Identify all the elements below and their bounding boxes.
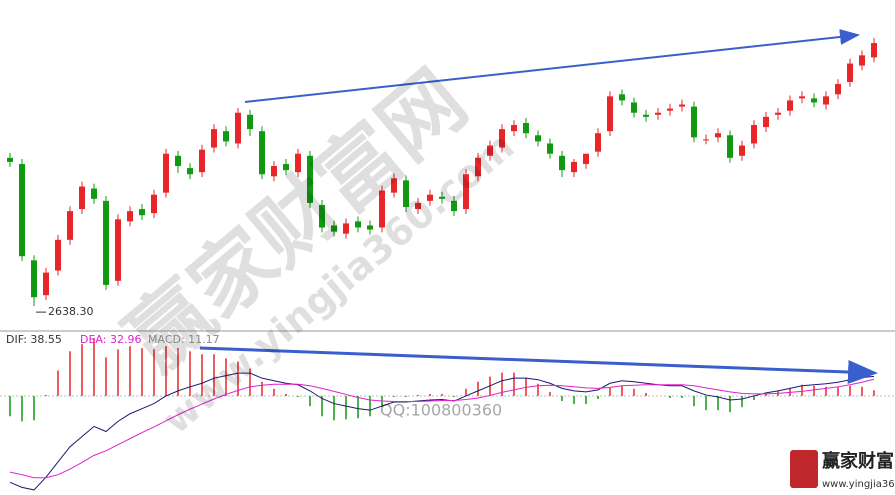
candle-body	[379, 190, 385, 228]
candle-body	[427, 194, 433, 201]
trend-arrow	[244, 29, 860, 103]
macd-label: MACD: 11.17	[148, 333, 220, 346]
candle-body	[43, 272, 49, 296]
macd-label: DIF: 38.55	[6, 333, 62, 346]
candle-body	[607, 96, 613, 132]
candle-body	[463, 174, 469, 210]
candle-body	[391, 178, 397, 193]
logo-url: www.yingjia360.com	[822, 479, 895, 490]
candle-body	[823, 96, 829, 105]
candle-body	[19, 163, 25, 257]
candle-body	[511, 125, 517, 132]
candle-body	[727, 135, 733, 158]
macd-panel	[0, 338, 895, 491]
candle-body	[475, 157, 481, 177]
candle-body	[739, 145, 745, 156]
candle-body	[595, 133, 601, 152]
logo-title: 赢家财富网	[822, 450, 895, 472]
candle-body	[55, 239, 61, 271]
macd-line	[9, 372, 875, 491]
candle-body	[547, 143, 553, 154]
candle-body	[667, 108, 673, 111]
candle-body	[439, 196, 445, 199]
candle-body	[307, 155, 313, 203]
candle-body	[679, 104, 685, 107]
candle-body	[583, 153, 589, 164]
candle-body	[211, 129, 217, 148]
candle-body	[103, 200, 109, 285]
candle-body	[223, 131, 229, 142]
candle-body	[715, 133, 721, 138]
candle-body	[835, 84, 841, 95]
candle-body	[163, 153, 169, 193]
candle-body	[763, 116, 769, 128]
candle-body	[259, 131, 265, 175]
candle-body	[331, 225, 337, 232]
logo: 赢家财富网 www.yingjia360.com	[783, 444, 895, 495]
candle-body	[811, 98, 817, 103]
candle-body	[847, 63, 853, 82]
candle-body	[871, 43, 877, 58]
candle-body	[175, 155, 181, 167]
candle-body	[139, 209, 145, 216]
candle-body	[415, 202, 421, 210]
candle-body	[187, 168, 193, 175]
candle-body	[631, 102, 637, 113]
price-panel: 2638.30	[7, 38, 877, 318]
candle-body	[367, 225, 373, 230]
candle-body	[319, 204, 325, 228]
candle-body	[751, 125, 757, 144]
candle-body	[487, 145, 493, 156]
candle-body	[787, 100, 793, 111]
macd-label: DEA: 32.96	[80, 333, 141, 346]
candle-body	[703, 139, 709, 141]
candle-body	[403, 180, 409, 208]
candle-body	[523, 122, 529, 134]
candle-body	[571, 161, 577, 173]
candle-body	[295, 153, 301, 173]
candle-body	[619, 94, 625, 101]
candle-body	[31, 260, 37, 298]
logo-seal	[790, 450, 818, 488]
candle-body	[799, 96, 805, 99]
candle-body	[127, 211, 133, 222]
candle-body	[199, 149, 205, 173]
candle-body	[535, 135, 541, 142]
candle-body	[775, 112, 781, 115]
candle-body	[247, 114, 253, 130]
candle-body	[67, 211, 73, 240]
candle-body	[343, 223, 349, 234]
candle-body	[451, 200, 457, 212]
candle-body	[91, 188, 97, 199]
candle-body	[691, 106, 697, 138]
candle-body	[7, 157, 13, 162]
candle-body	[643, 114, 649, 117]
candle-body	[235, 112, 241, 144]
candle-body	[115, 219, 121, 281]
candle-body	[79, 186, 85, 210]
candle-body	[859, 55, 865, 66]
low-label: 2638.30	[48, 305, 94, 318]
trend-arrow	[199, 346, 878, 384]
candle-body	[355, 221, 361, 228]
candle-body	[271, 166, 277, 177]
watermark-qq: QQ:100800360	[380, 401, 502, 420]
candle-body	[655, 112, 661, 115]
candle-body	[151, 194, 157, 214]
candle-body	[499, 129, 505, 148]
candle-body	[559, 155, 565, 171]
macd-line	[9, 378, 875, 479]
candle-body	[283, 163, 289, 171]
